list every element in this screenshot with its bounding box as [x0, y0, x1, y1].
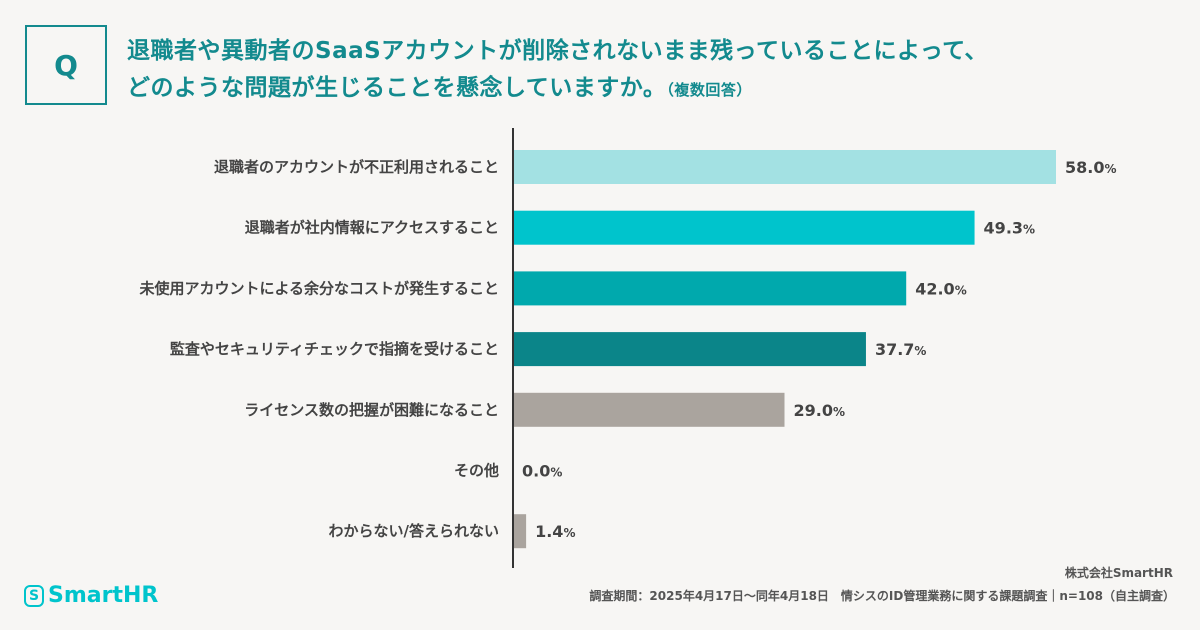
bar [513, 514, 527, 549]
category-label: その他 [454, 462, 499, 480]
value-label: 42.0% [915, 279, 967, 298]
page-title: 退職者や異動者のSaaSアカウントが削除されないまま残っていることによって、 ど… [127, 33, 988, 109]
question-badge: Q [25, 25, 107, 105]
bar [513, 332, 866, 367]
value-label: 58.0% [1065, 158, 1117, 177]
logo-mark-icon: S [24, 584, 44, 607]
value-label: 1.4% [535, 522, 575, 541]
logo-text: SmartHR [48, 583, 159, 608]
category-label: 退職者のアカウントが不正利用されること [214, 158, 499, 176]
bar [513, 392, 785, 427]
smarthr-logo: S SmartHR [24, 583, 158, 608]
value-label: 29.0% [794, 401, 846, 420]
category-label: 未使用アカウントによる余分なコストが発生すること [138, 279, 499, 297]
question-mark: Q [54, 48, 78, 82]
survey-note: 調査期間：2025年4月17日〜同年4月18日 情シスのID管理業務に関する課題… [589, 589, 1175, 603]
title-line-2: どのような問題が生じることを懸念していますか。 [127, 75, 667, 101]
category-label: わからない/答えられない [329, 522, 499, 540]
value-label: 49.3% [984, 219, 1036, 238]
bar [513, 150, 1056, 184]
title-note: （複数回答） [666, 81, 752, 99]
title-line-1: 退職者や異動者のSaaSアカウントが削除されないまま残っていることによって、 [127, 38, 989, 64]
bar [513, 271, 907, 306]
category-label: ライセンス数の把握が困難になること [244, 401, 499, 419]
category-label: 退職者が社内情報にアクセスすること [245, 219, 499, 237]
category-label: 監査やセキュリティチェックで指摘を受けること [170, 340, 499, 358]
company-name: 株式会社SmartHR [1064, 566, 1173, 580]
bar [513, 210, 975, 245]
value-label: 37.7% [875, 340, 927, 359]
value-label: 0.0% [522, 462, 562, 481]
